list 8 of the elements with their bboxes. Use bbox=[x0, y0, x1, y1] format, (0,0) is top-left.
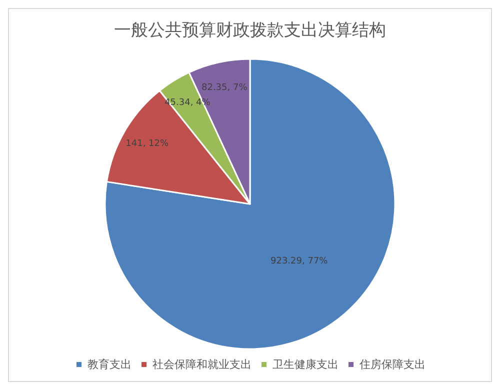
legend-label: 社会保障和就业支出 bbox=[152, 358, 252, 371]
data-label: 141, 12% bbox=[126, 139, 169, 150]
chart-title: 一般公共预算财政拨款支出决算结构 bbox=[114, 20, 386, 40]
legend-label: 卫生健康支出 bbox=[272, 358, 338, 371]
legend-label: 住房保障支出 bbox=[360, 358, 426, 371]
data-label: 923.29, 77% bbox=[270, 256, 328, 266]
legend-label: 教育支出 bbox=[88, 358, 132, 371]
data-label: 82.35, 7% bbox=[201, 82, 248, 93]
